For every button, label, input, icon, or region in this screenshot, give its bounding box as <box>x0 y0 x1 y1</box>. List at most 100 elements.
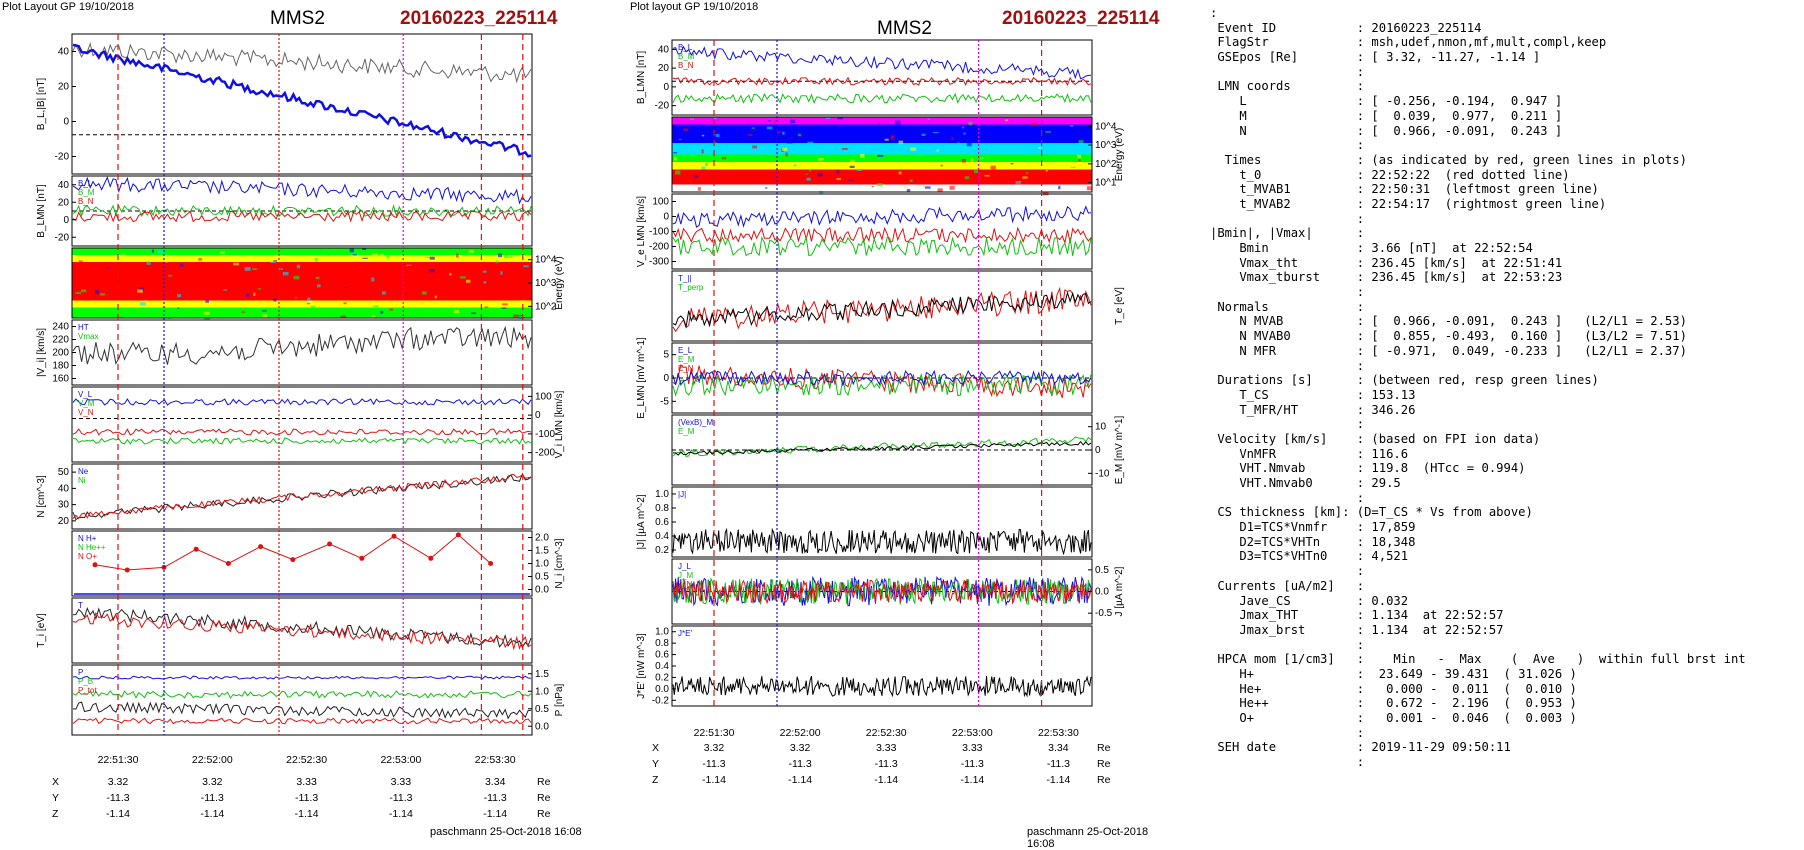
spectrogram-speck <box>137 289 143 293</box>
tick-label: 0 <box>663 373 669 384</box>
spectrogram-speck <box>381 291 386 295</box>
time-tick-label: 22:52:30 <box>866 727 907 739</box>
spectrogram-speck <box>773 119 776 123</box>
position-value: -11.3 <box>106 792 129 804</box>
spectrogram-speck <box>157 250 164 254</box>
summary-line: : <box>1210 637 1365 652</box>
spectrogram-speck <box>1045 169 1048 172</box>
spectrogram-speck <box>235 252 241 254</box>
spectrogram-speck <box>726 161 730 163</box>
spectrogram-speck <box>139 249 144 251</box>
position-value: -1.14 <box>874 774 898 786</box>
summary-line: : <box>1210 138 1365 153</box>
summary-line: Currents [uA/m2] : <box>1210 578 1365 593</box>
data-line <box>72 428 532 436</box>
spectrogram-speck <box>484 306 489 308</box>
time-tick-label: 22:53:00 <box>952 727 993 739</box>
panel-frame <box>71 386 533 463</box>
position-value: -11.3 <box>702 758 725 770</box>
spectrogram-speck <box>825 117 831 120</box>
data-line <box>672 45 1092 80</box>
panel-frame <box>71 530 533 597</box>
spectrogram-speck <box>179 263 184 267</box>
spectrogram-speck <box>759 149 764 154</box>
spectrogram-speck <box>777 131 781 134</box>
legend-entry: V_L <box>78 390 93 399</box>
position-unit: Re <box>1097 774 1111 786</box>
spectrogram-speck <box>694 175 699 178</box>
spectrogram-speck <box>508 256 513 258</box>
summary-line: He++ : 0.672 - 2.196 ( 0.953 ) <box>1210 696 1577 711</box>
tick-label: 40 <box>58 180 70 191</box>
spectrogram-speck <box>713 142 717 146</box>
spectrogram-speck <box>295 296 298 299</box>
position-value: 3.32 <box>202 776 223 788</box>
spectrogram-speck <box>937 188 943 192</box>
mid-footer: paschmann 25-Oct-2018 16:08 <box>1027 826 1149 850</box>
spectrogram-speck <box>425 256 430 258</box>
spectrogram-speck <box>371 277 375 282</box>
spectrogram-band <box>72 300 532 308</box>
spectrogram-speck <box>352 252 358 255</box>
data-line <box>72 717 532 725</box>
spectrogram-speck <box>381 281 388 284</box>
summary-line: T_CS : 153.13 <box>1210 387 1416 402</box>
spectrogram-speck <box>422 291 427 295</box>
legend-entry: B_L <box>678 43 693 52</box>
spectrogram-speck <box>314 258 318 262</box>
spectrogram-speck <box>520 300 526 303</box>
plot-panel: T_i [eV] T <box>36 597 533 664</box>
spectrogram-speck <box>673 165 677 168</box>
plot-panel: 2.0 1.5 1.0 0.5 0.0 N_i [cm^-3] N H+N He++N O+ <box>71 530 565 597</box>
summary-line: Vmax_tburst : 236.45 [km/s] at 22:53:23 <box>1210 270 1563 285</box>
spectrogram-speck <box>701 166 706 170</box>
tick-label: 50 <box>58 467 70 478</box>
spectrogram-speck <box>701 149 704 154</box>
spectrogram-speck <box>859 153 865 158</box>
legend-entry: B_N <box>78 197 94 206</box>
spectrogram-speck <box>340 315 346 318</box>
spectrogram-speck <box>922 185 925 187</box>
data-line <box>672 236 1092 257</box>
summary-line: N MVAB : [ 0.966, -0.091, 0.243 ] (L2/L1… <box>1210 314 1687 329</box>
panel-frame <box>671 270 1093 342</box>
spectrogram-speck <box>990 165 996 170</box>
position-value: -1.14 <box>389 808 413 820</box>
spectrogram-speck <box>307 297 311 302</box>
spectrogram-speck <box>701 134 705 137</box>
spectrogram-speck <box>877 183 883 187</box>
mid-plot-column: Plot layout GP 19/10/2018 MMS2 20160223_… <box>622 0 1159 850</box>
axis-label: E_LMN [mV m^-1] <box>636 337 647 419</box>
data-line <box>72 176 532 205</box>
tick-label: 220 <box>52 335 69 346</box>
tick-label: 40 <box>658 44 670 55</box>
spectrogram-speck <box>273 260 278 262</box>
tick-label: -200 <box>649 242 669 253</box>
spectrogram-speck <box>273 298 277 302</box>
spectrogram-speck <box>139 287 144 291</box>
position-value: 3.34 <box>485 776 506 788</box>
spectrogram-speck <box>449 272 452 276</box>
spectrogram-speck <box>785 152 788 157</box>
spectrogram-speck <box>406 264 412 266</box>
spectrogram-speck <box>841 147 848 150</box>
spectrogram-speck <box>856 178 860 181</box>
summary-line: Times : (as indicated by red, green line… <box>1210 152 1687 167</box>
tick-label: 10 <box>1095 422 1107 433</box>
spectrogram-speck <box>362 248 367 250</box>
spectrogram-speck <box>957 142 960 146</box>
spectrogram-speck <box>372 253 378 257</box>
plot-panel: 40 20 0 -20 B_LMN [nT] B_LB_MB_N <box>636 39 1093 116</box>
spectrogram-speck <box>146 261 151 265</box>
spectrogram-speck <box>818 157 824 161</box>
spectrogram-speck <box>257 288 262 290</box>
summary-line: : <box>1210 564 1365 579</box>
spectrogram-speck <box>177 307 180 309</box>
summary-line: Jmax_brst : 1.134 at 22:52:57 <box>1210 622 1504 637</box>
tick-label: 0.6 <box>655 517 669 528</box>
tick-label: 1.0 <box>655 489 669 500</box>
spectrogram-speck <box>927 118 931 120</box>
spectrogram-speck <box>1078 159 1081 162</box>
spectrogram-speck <box>220 251 225 254</box>
spectrogram-speck <box>906 189 911 193</box>
